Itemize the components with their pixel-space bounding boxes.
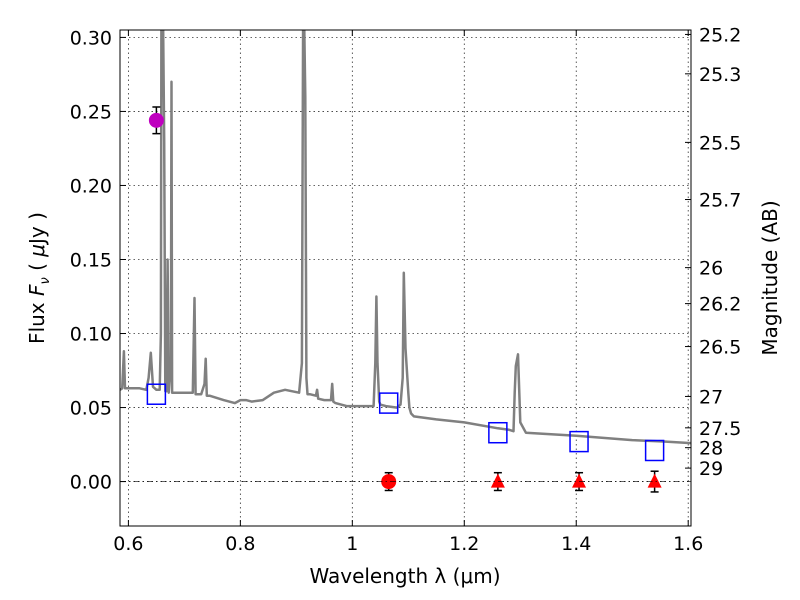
x-tick-label: 1.4 [561, 533, 591, 555]
right-tick-label: 25.5 [699, 132, 741, 154]
right-tick-label: 28 [699, 438, 723, 460]
y-tick-label: 0.10 [70, 324, 112, 346]
upper-limit-marker [490, 473, 505, 488]
right-tick-label: 25.3 [699, 64, 741, 86]
right-tick-label: 26.2 [699, 294, 741, 316]
y-axis-label: Flux Fν ( μJy ) [25, 212, 53, 344]
y-tick-label: 0.05 [70, 398, 112, 420]
x-tick-label: 1.6 [673, 533, 703, 555]
right-tick-label: 27 [699, 386, 723, 408]
right-tick-label: 25.7 [699, 190, 741, 212]
y-tick-label: 0.15 [70, 249, 112, 271]
upper-limit-marker [647, 473, 662, 488]
model-flux-square [569, 430, 589, 453]
right-tick-label: 25.2 [699, 24, 741, 46]
y-tick-label: 0.00 [70, 472, 112, 494]
right-tick-label: 26.5 [699, 337, 741, 359]
x-tick-label: 1.2 [449, 533, 479, 555]
model-flux-square [378, 392, 399, 414]
right-tick-label: 26 [699, 258, 723, 280]
right-y-axis-label: Magnitude (AB) [758, 200, 782, 355]
y-tick-label: 0.20 [70, 175, 112, 197]
x-axis-label: Wavelength λ (μm) [309, 564, 500, 588]
plot-area [120, 30, 691, 493]
model-flux-square [146, 383, 167, 405]
measured-flux-point [148, 112, 164, 128]
right-tick-label: 29 [699, 458, 723, 480]
plot-frame [119, 29, 692, 527]
axes: 0.6 0.8 1 1.2 1.4 1.6 0.00 0.05 0.10 0.15 0.20 0.25… [70, 24, 742, 555]
x-tick-label: 0.8 [225, 533, 255, 555]
spectrum-line [120, 30, 691, 445]
model-flux-square [644, 439, 665, 462]
x-tick-label: 1 [346, 533, 358, 555]
x-tick-label: 0.6 [113, 533, 143, 555]
upper-limit-marker [572, 473, 587, 488]
right-tick-label: 27.5 [699, 418, 741, 440]
model-flux-square [488, 421, 508, 444]
y-tick-label: 0.30 [70, 27, 112, 49]
y-tick-label: 0.25 [70, 101, 112, 123]
measured-flux-point [381, 474, 397, 490]
